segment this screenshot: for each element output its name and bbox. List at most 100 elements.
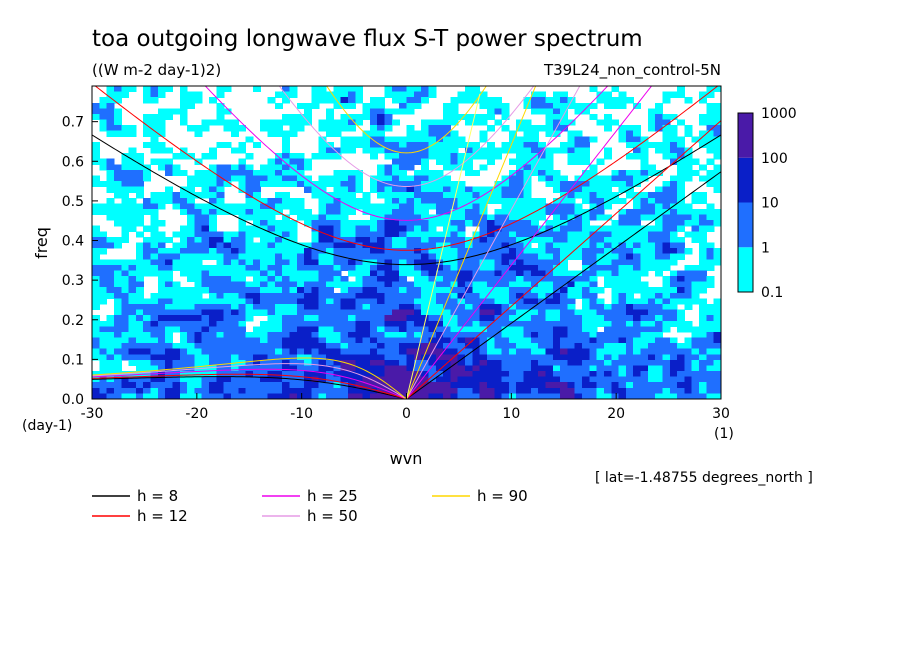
field-cell [260,359,269,367]
field-cell [223,264,232,272]
field-cell [413,309,422,316]
field-cell [347,354,356,361]
field-cell [618,169,627,177]
field-cell [121,236,130,244]
field-cell [508,231,517,238]
field-cell [106,236,115,244]
field-cell [523,292,532,299]
field-cell [567,270,576,277]
field-cell [406,270,415,277]
field-cell [245,208,254,216]
field-cell [282,393,291,399]
field-cell [113,326,122,333]
field-cell [187,203,195,210]
field-cell [333,259,342,266]
field-cell [406,197,415,204]
field-cell [684,169,693,177]
field-cell [326,248,334,255]
field-cell [157,359,166,367]
field-cell [428,393,437,399]
field-cell [384,281,393,288]
field-cell [501,214,510,221]
field-cell [135,309,144,316]
field-cell [172,287,181,294]
field-cell [340,371,349,378]
field-cell [560,359,568,367]
field-cell [706,348,715,355]
field-cell [494,276,503,283]
field-cell [574,220,583,227]
field-cell [340,91,349,98]
field-cell [596,331,605,339]
field-cell [465,248,473,255]
field-cell [326,119,334,126]
field-cell [267,359,276,367]
field-cell [516,259,525,266]
field-cell [267,348,276,355]
field-cell [326,231,334,238]
field-cell [413,169,422,177]
field-cell [545,113,554,121]
field-cell [443,281,451,288]
field-cell [209,253,217,260]
field-cell [340,248,349,255]
field-cell [99,125,108,132]
field-cell [618,298,627,305]
field-cell [516,203,525,210]
field-cell [677,192,686,199]
field-cell [582,169,590,177]
field-cell [282,141,291,149]
field-cell [165,186,174,193]
field-cell [245,382,254,389]
field-cell [384,371,393,378]
field-cell [289,365,298,372]
field-cell [304,365,313,372]
field-cell [267,220,276,227]
field-cell [530,287,539,294]
field-cell [216,331,225,339]
y-tick-label: 0.1 [62,352,84,368]
field-cell [238,248,247,255]
field-cell [669,348,678,355]
field-cell [223,141,232,149]
field-cell [611,287,620,294]
field-cell [508,376,517,383]
field-cell [99,348,108,355]
field-cell [347,259,356,266]
field-cell [216,192,225,199]
field-cell [121,175,130,182]
field-cell [611,393,620,399]
field-cell [230,119,239,126]
field-cell [282,203,291,210]
field-cell [209,242,217,249]
field-cell [406,164,415,171]
field-cell [399,231,408,238]
field-cell [209,309,217,316]
field-cell [252,86,261,93]
field-cell [465,387,473,395]
field-cell [552,376,561,383]
field-cell [157,387,166,395]
field-cell [596,270,605,277]
field-cell [384,248,393,255]
field-cell [106,130,115,137]
legend-item: h = 90 [432,487,528,505]
field-cell [92,287,100,294]
field-cell [267,292,276,299]
field-cell [428,303,437,311]
field-cell [274,175,283,182]
field-cell [625,231,634,238]
field-cell [333,331,342,339]
field-cell [457,197,466,204]
field-cell [274,376,283,383]
field-cell [92,242,100,249]
field-cell [289,242,298,249]
field-cell [99,203,108,210]
field-cell [552,97,561,104]
field-cell [552,270,561,277]
field-cell [384,287,393,294]
field-cell [326,276,334,283]
field-cell [135,186,144,193]
field-cell [618,248,627,255]
field-cell [691,220,700,227]
